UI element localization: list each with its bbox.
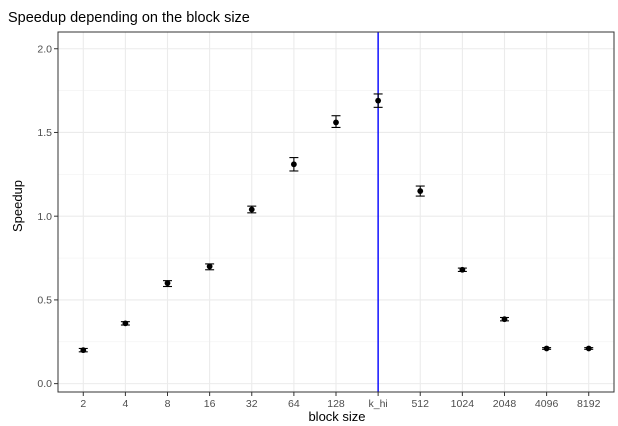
data-point bbox=[164, 280, 171, 287]
y-axis-title: Speedup bbox=[10, 180, 25, 232]
data-points bbox=[80, 97, 592, 354]
y-axis: 0.0 0.5 1.0 1.5 2.0 bbox=[37, 43, 58, 390]
y-tick-label: 0.0 bbox=[37, 378, 52, 390]
x-tick-label: 16 bbox=[204, 398, 216, 410]
data-point bbox=[417, 188, 424, 194]
data-point bbox=[501, 316, 508, 323]
x-tick-label: 64 bbox=[288, 398, 300, 410]
x-tick-label: 8 bbox=[165, 398, 171, 410]
x-tick-label: 512 bbox=[411, 398, 429, 410]
data-point bbox=[248, 206, 255, 213]
x-axis: 2 4 8 16 32 64 128 k_hi 512 1024 2048 4096 8192 bbox=[80, 392, 601, 410]
x-tick-label: 2 bbox=[80, 398, 86, 410]
y-tick-label: 2.0 bbox=[37, 43, 52, 55]
data-point bbox=[333, 119, 339, 126]
y-tick-label: 1.0 bbox=[37, 211, 52, 223]
data-point bbox=[80, 347, 87, 354]
x-tick-label: 4 bbox=[122, 398, 128, 410]
chart-title: Speedup depending on the block size bbox=[8, 10, 250, 26]
data-point bbox=[459, 266, 466, 273]
data-point bbox=[543, 345, 550, 352]
data-point bbox=[206, 263, 213, 270]
x-tick-label: 1024 bbox=[451, 398, 475, 410]
data-point bbox=[585, 345, 592, 352]
y-tick-label: 1.5 bbox=[37, 127, 52, 139]
data-point bbox=[122, 320, 129, 327]
x-axis-title: block size bbox=[308, 409, 365, 424]
x-tick-label: 32 bbox=[246, 398, 258, 410]
x-tick-label: 8192 bbox=[577, 398, 601, 410]
x-tick-label: 2048 bbox=[493, 398, 517, 410]
y-tick-label: 0.5 bbox=[37, 295, 52, 307]
x-tick-label: k_hi bbox=[368, 398, 387, 410]
grid-major bbox=[58, 32, 614, 392]
x-tick-label: 4096 bbox=[535, 398, 559, 410]
data-point bbox=[290, 161, 297, 168]
x-tick-label: 128 bbox=[327, 398, 345, 410]
data-point bbox=[375, 97, 382, 104]
